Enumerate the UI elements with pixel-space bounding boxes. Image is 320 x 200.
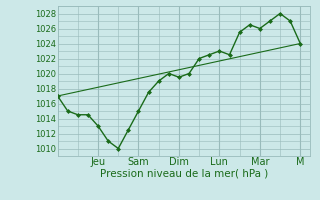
X-axis label: Pression niveau de la mer( hPa ): Pression niveau de la mer( hPa ): [100, 169, 268, 179]
